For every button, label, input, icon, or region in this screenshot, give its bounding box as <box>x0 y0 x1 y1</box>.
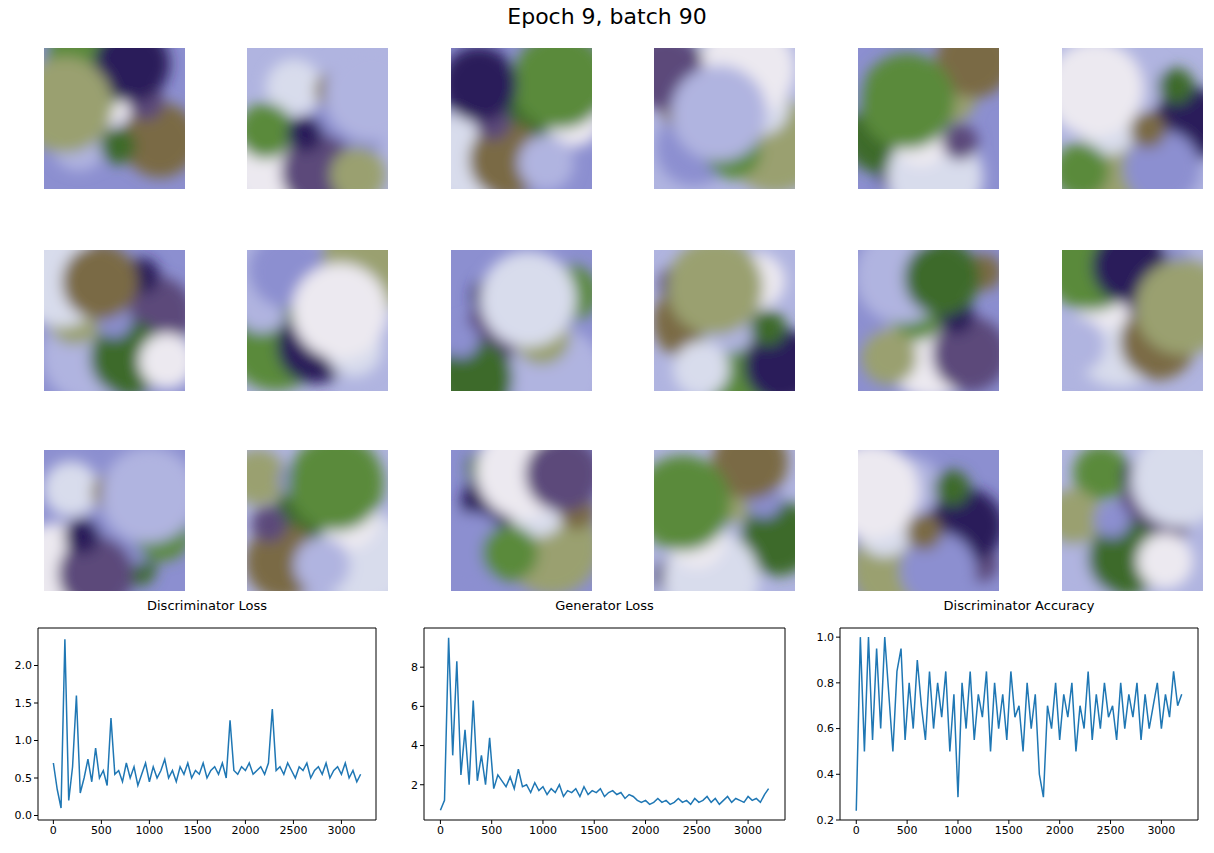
svg-text:2: 2 <box>411 779 418 792</box>
svg-text:1000: 1000 <box>529 824 557 837</box>
svg-text:2000: 2000 <box>632 824 660 837</box>
svg-text:0.5: 0.5 <box>15 772 33 785</box>
svg-text:0.2: 0.2 <box>817 814 835 827</box>
svg-text:0.8: 0.8 <box>817 677 835 690</box>
svg-text:2500: 2500 <box>1097 824 1125 837</box>
svg-text:2000: 2000 <box>231 824 259 837</box>
html-text:Discriminator Accuracy: Discriminator Accuracy <box>943 598 1095 613</box>
html-text:Epoch 9, batch 90: Epoch 9, batch 90 <box>507 4 707 29</box>
svg-text:1000: 1000 <box>135 824 163 837</box>
svg-text:500: 500 <box>91 824 112 837</box>
svg-text:1000: 1000 <box>944 824 972 837</box>
html-text:Discriminator Loss: Discriminator Loss <box>147 598 267 613</box>
svg-text:2000: 2000 <box>1046 824 1074 837</box>
svg-text:0: 0 <box>50 824 57 837</box>
svg-text:4: 4 <box>411 739 418 752</box>
svg-text:3000: 3000 <box>327 824 355 837</box>
svg-text:1500: 1500 <box>995 824 1023 837</box>
svg-text:3000: 3000 <box>1147 824 1175 837</box>
svg-text:500: 500 <box>481 824 502 837</box>
svg-text:1500: 1500 <box>580 824 608 837</box>
svg-text:2.0: 2.0 <box>15 659 33 672</box>
svg-text:1.0: 1.0 <box>817 631 835 644</box>
svg-text:6: 6 <box>411 700 418 713</box>
svg-text:0.6: 0.6 <box>817 722 835 735</box>
svg-text:0: 0 <box>853 824 860 837</box>
svg-text:1.0: 1.0 <box>15 734 33 747</box>
svg-text:0: 0 <box>437 824 444 837</box>
svg-text:2500: 2500 <box>683 824 711 837</box>
svg-text:0.0: 0.0 <box>15 809 33 822</box>
svg-text:8: 8 <box>411 661 418 674</box>
svg-text:500: 500 <box>897 824 918 837</box>
svg-text:1500: 1500 <box>183 824 211 837</box>
svg-text:2500: 2500 <box>279 824 307 837</box>
html-text:Generator Loss: Generator Loss <box>555 598 654 613</box>
svg-text:3000: 3000 <box>734 824 762 837</box>
svg-text:1.5: 1.5 <box>15 697 33 710</box>
svg-text:0.4: 0.4 <box>817 768 835 781</box>
